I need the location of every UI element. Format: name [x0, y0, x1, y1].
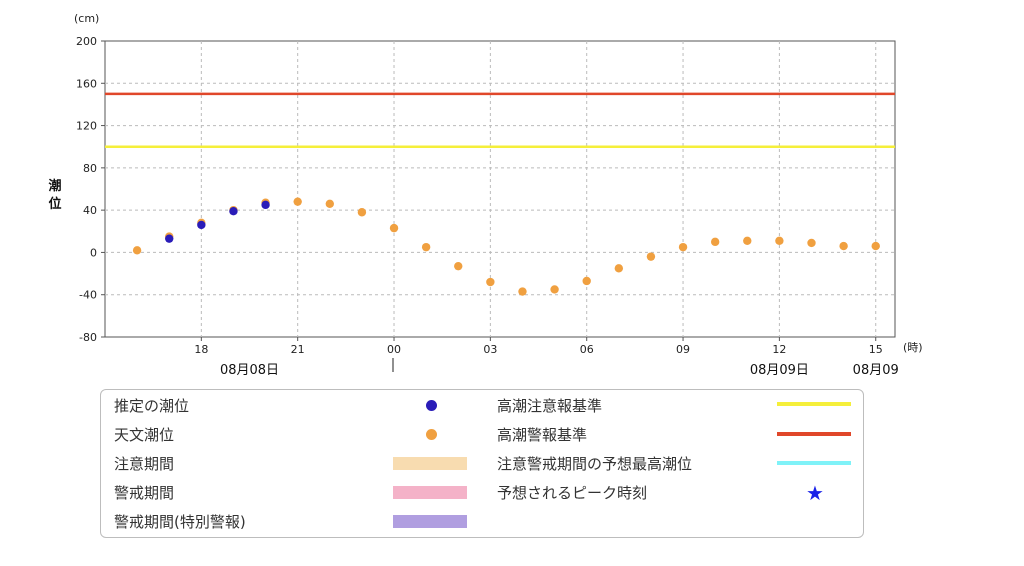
- legend-line-forecast-max: [777, 461, 851, 465]
- y-tick-label: 40: [83, 204, 97, 217]
- data-point: [165, 234, 174, 243]
- legend-label-special-warning-period: 警戒期間(特別警報): [114, 513, 246, 531]
- legend-swatch-caution-period: [393, 457, 467, 470]
- y-tick-label: 0: [90, 246, 97, 259]
- data-point: [421, 242, 431, 252]
- data-point: [293, 197, 302, 206]
- tide-chart: 200 160 120 80 40 0 -40 -80 18 21 00 03 06 09 12 15 (c…: [48, 12, 923, 378]
- legend-label-peak-time: 予想されるピーク時刻: [497, 484, 648, 502]
- y-axis-label-char: 位: [48, 196, 61, 212]
- y-axis-label: 潮位: [48, 178, 61, 212]
- data-point: [325, 199, 334, 208]
- x-axis: 18 21 00 03 06 09 12 15: [194, 337, 883, 356]
- legend-swatch-warning-period: [393, 486, 467, 499]
- x-tick-label: 06: [580, 343, 594, 356]
- date-label: 08月09日: [750, 363, 809, 378]
- y-tick-label: 160: [76, 77, 97, 90]
- x-tick-label: 18: [194, 343, 208, 356]
- x-tick-label: 21: [291, 343, 305, 356]
- legend-label-warning-standard: 高潮警報基準: [497, 426, 588, 444]
- x-tick-label: 12: [772, 343, 786, 356]
- data-point: [582, 276, 591, 286]
- legend-label-astronomical: 天文潮位: [114, 426, 175, 444]
- y-tick-label: -40: [79, 289, 97, 302]
- data-point: [357, 208, 367, 217]
- data-point: [710, 237, 720, 247]
- data-point: [646, 252, 656, 261]
- data-point: [518, 287, 527, 296]
- data-point: [261, 200, 270, 210]
- y-tick-label: 120: [76, 120, 97, 133]
- legend-label-forecast-max: 注意警戒期間の予想最高潮位: [497, 455, 693, 473]
- legend-marker-astronomical: [426, 429, 437, 440]
- date-label: 08月08日: [220, 363, 279, 378]
- data-point: [871, 241, 880, 251]
- x-unit-label: (時): [903, 341, 923, 354]
- grid: [105, 41, 895, 337]
- legend-label-estimated: 推定の潮位: [114, 397, 190, 415]
- legend-swatch-special-warning-period: [393, 515, 467, 528]
- y-tick-label: -80: [79, 331, 97, 344]
- threshold-lines: [105, 92, 895, 148]
- y-tick-label: 80: [83, 162, 97, 175]
- star-icon: ★: [806, 481, 824, 505]
- y-tick-label: 200: [76, 35, 97, 48]
- x-tick-label: 15: [869, 343, 883, 356]
- legend-marker-estimated: [426, 400, 437, 411]
- y-unit-label: (cm): [74, 12, 99, 25]
- data-point: [454, 261, 463, 271]
- legend-line-warning-standard: [777, 432, 851, 436]
- data-point: [229, 207, 238, 216]
- date-labels: 08月08日 08月09日 08月09: [220, 363, 899, 378]
- data-point: [389, 223, 399, 233]
- x-tick-label: 03: [483, 343, 497, 356]
- data-point: [550, 285, 559, 294]
- x-tick-label: 09: [676, 343, 690, 356]
- data-point: [197, 220, 206, 230]
- y-axis: 200 160 120 80 40 0 -40 -80: [76, 35, 105, 344]
- date-label: 08月09: [853, 363, 899, 378]
- data-point: [132, 246, 142, 255]
- data-point: [775, 236, 784, 245]
- legend: 推定の潮位 天文潮位 注意期間 警戒期間 警戒期間(特別警報) 高潮注意報基準 …: [100, 389, 864, 538]
- legend-label-caution-period: 注意期間: [114, 455, 175, 473]
- data-point: [614, 264, 624, 273]
- legend-label-warning-period: 警戒期間: [114, 484, 175, 502]
- legend-label-advisory-standard: 高潮注意報基準: [497, 397, 603, 415]
- data-points: [132, 197, 880, 296]
- data-point: [807, 238, 816, 248]
- data-point: [839, 241, 848, 251]
- plot-frame: [104, 40, 896, 338]
- y-axis-label-char: 潮: [48, 178, 61, 194]
- legend-line-advisory-standard: [777, 402, 851, 406]
- data-point: [486, 277, 495, 287]
- x-tick-label: 00: [387, 343, 401, 356]
- data-point: [743, 236, 752, 245]
- data-point: [678, 242, 688, 252]
